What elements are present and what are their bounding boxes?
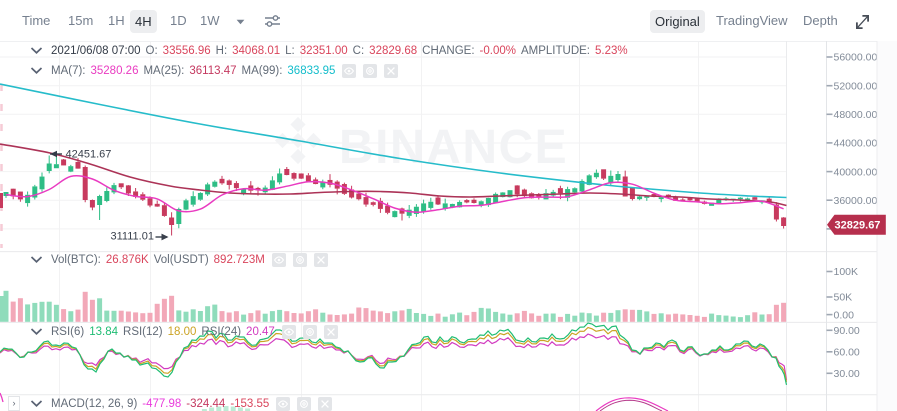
svg-text:48000.00: 48000.00 [834,109,878,121]
svg-text:40000.00: 40000.00 [834,166,878,178]
svg-text:100K: 100K [834,266,859,278]
svg-text:30.00: 30.00 [834,368,860,380]
svg-text:36000.00: 36000.00 [834,195,878,207]
svg-text:50K: 50K [834,292,853,304]
svg-text:60.00: 60.00 [834,347,860,359]
svg-text:56000.00: 56000.00 [834,52,878,64]
svg-text:31111.01: 31111.01 [111,231,154,243]
svg-text:42451.67: 42451.67 [66,149,112,161]
svg-text:44000.00: 44000.00 [834,138,878,150]
svg-text:0.00: 0.00 [834,309,855,321]
svg-text:BINANCE: BINANCE [339,121,568,174]
svg-text:32829.67: 32829.67 [835,220,881,232]
svg-text:90.00: 90.00 [834,325,860,337]
svg-text:52000.00: 52000.00 [834,80,878,92]
